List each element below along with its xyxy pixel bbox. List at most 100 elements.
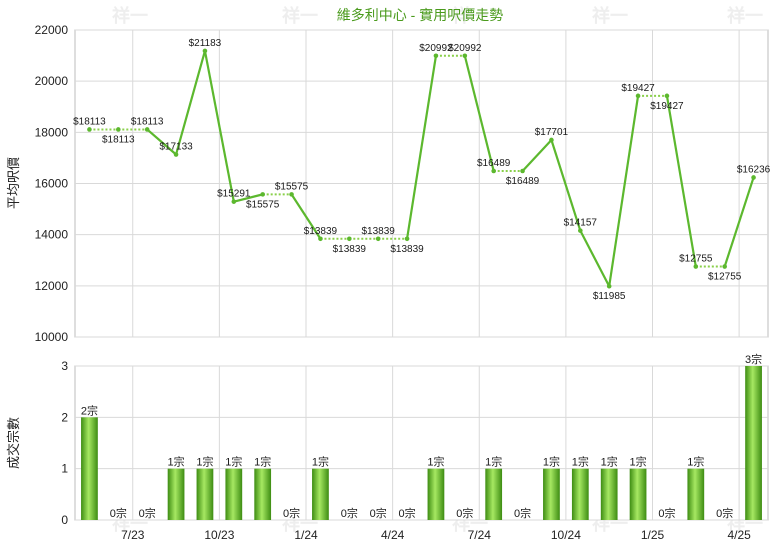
y-tick-labels: 10000 12000 14000 16000 18000 20000 22000 0 1 2 3 (35, 23, 69, 527)
price-point (491, 168, 496, 174)
count-bar-label: 1宗 (543, 455, 560, 469)
price-point (462, 53, 468, 59)
price-point-label: $15575 (275, 181, 309, 192)
count-y-tick: 3 (61, 359, 68, 373)
price-point (606, 283, 612, 289)
count-bar-label: 1宗 (312, 455, 329, 469)
price-point-label: $16489 (477, 158, 511, 169)
count-bar (225, 468, 243, 520)
price-point-label: $17701 (535, 127, 569, 138)
count-bar (571, 468, 589, 520)
price-point-label: $13839 (333, 244, 367, 255)
price-point-label: $17133 (159, 142, 193, 153)
count-bar (427, 468, 445, 520)
count-bar-label: 0宗 (716, 506, 733, 520)
count-bar-label: 0宗 (658, 506, 675, 520)
price-point (375, 236, 381, 242)
count-bar (81, 417, 98, 520)
price-point (231, 199, 237, 204)
price-point-label: $18113 (102, 134, 135, 145)
price-point-label: $16489 (506, 176, 540, 187)
count-bar (167, 468, 185, 520)
x-tick-label: 1/25 (641, 528, 665, 542)
price-point-label: $15291 (217, 189, 251, 200)
count-bar-label: 0宗 (139, 506, 156, 520)
price-line-segment (463, 55, 495, 172)
price-point-label: $18113 (131, 116, 164, 127)
count-bar-label: 2宗 (81, 403, 98, 417)
count-bar-label: 1宗 (572, 455, 589, 469)
price-line-segment (550, 139, 582, 231)
x-tick-label: 4/24 (381, 528, 405, 542)
count-bar-label: 0宗 (514, 506, 531, 520)
price-line-segment (233, 193, 263, 203)
price-point-label: $19427 (650, 101, 684, 112)
price-point (87, 127, 92, 132)
price-point (289, 192, 294, 197)
price-point-label: $21183 (189, 38, 222, 49)
count-y-axis-label: 成交宗數 (6, 417, 21, 469)
count-bar-label: 1宗 (601, 455, 618, 469)
price-points (87, 48, 756, 289)
price-point-label: $18113 (73, 116, 106, 127)
price-point (116, 127, 121, 132)
price-point (578, 228, 583, 233)
price-line-segment (521, 139, 553, 172)
watermark-text: 祥一 (452, 5, 488, 26)
price-point (433, 53, 439, 59)
count-bar-label: 0宗 (370, 506, 387, 520)
count-bar-label: 1宗 (168, 455, 185, 469)
price-point-label: $19427 (621, 83, 655, 94)
count-bar-label: 0宗 (110, 506, 127, 520)
count-bar (312, 468, 329, 520)
price-labels: $18113$18113$18113$17133$21183$15291$155… (73, 38, 771, 302)
price-line-segment (405, 55, 438, 239)
price-point-label: $16236 (737, 164, 771, 175)
price-y-tick: 18000 (35, 125, 69, 139)
watermark-text: 祥一 (727, 5, 763, 26)
count-bar (196, 468, 214, 520)
price-point (144, 127, 150, 132)
count-bar-label: 1宗 (196, 455, 213, 469)
price-y-tick: 14000 (35, 228, 69, 242)
price-point (347, 236, 352, 242)
watermark-text: 祥一 (282, 5, 318, 26)
price-point (722, 264, 727, 269)
count-bar (485, 468, 503, 520)
count-bar (600, 468, 618, 520)
price-line-segment (579, 230, 611, 287)
price-y-axis-label: 平均呎價 (6, 157, 21, 209)
price-line-segment (146, 128, 177, 156)
count-bar (687, 468, 705, 520)
price-line-segment (175, 50, 206, 155)
watermark-text: 祥一 (592, 5, 628, 26)
count-bar-label: 0宗 (456, 506, 473, 520)
price-point (260, 192, 265, 197)
price-point-label: $15575 (246, 199, 280, 210)
watermark-text: 祥一 (112, 5, 148, 26)
price-y-tick: 20000 (35, 74, 69, 88)
grid-lines (75, 29, 768, 521)
price-point (693, 264, 699, 269)
price-line-segment (203, 50, 235, 202)
x-tick-label: 10/23 (204, 528, 234, 542)
count-bar (629, 468, 647, 520)
count-bar-label: 1宗 (225, 455, 242, 469)
count-bar-label: 0宗 (341, 506, 358, 520)
price-point-label: $13839 (304, 226, 338, 237)
price-point-label: $20992 (448, 43, 482, 54)
price-y-tick: 22000 (35, 23, 69, 37)
price-point (173, 152, 179, 157)
price-y-tick: 10000 (35, 330, 69, 344)
x-tick-labels: 7/23 10/23 1/24 4/24 7/24 10/24 1/25 4/25 (121, 528, 751, 542)
count-bar-label: 0宗 (283, 506, 300, 520)
count-bar-label: 1宗 (687, 455, 704, 469)
price-point (404, 236, 410, 242)
count-bar-label: 1宗 (254, 455, 271, 469)
count-bar (745, 366, 762, 520)
count-bar (543, 468, 560, 520)
count-bar-label: 1宗 (427, 455, 444, 469)
x-tick-label: 7/24 (468, 528, 492, 542)
price-y-tick: 16000 (35, 177, 69, 191)
